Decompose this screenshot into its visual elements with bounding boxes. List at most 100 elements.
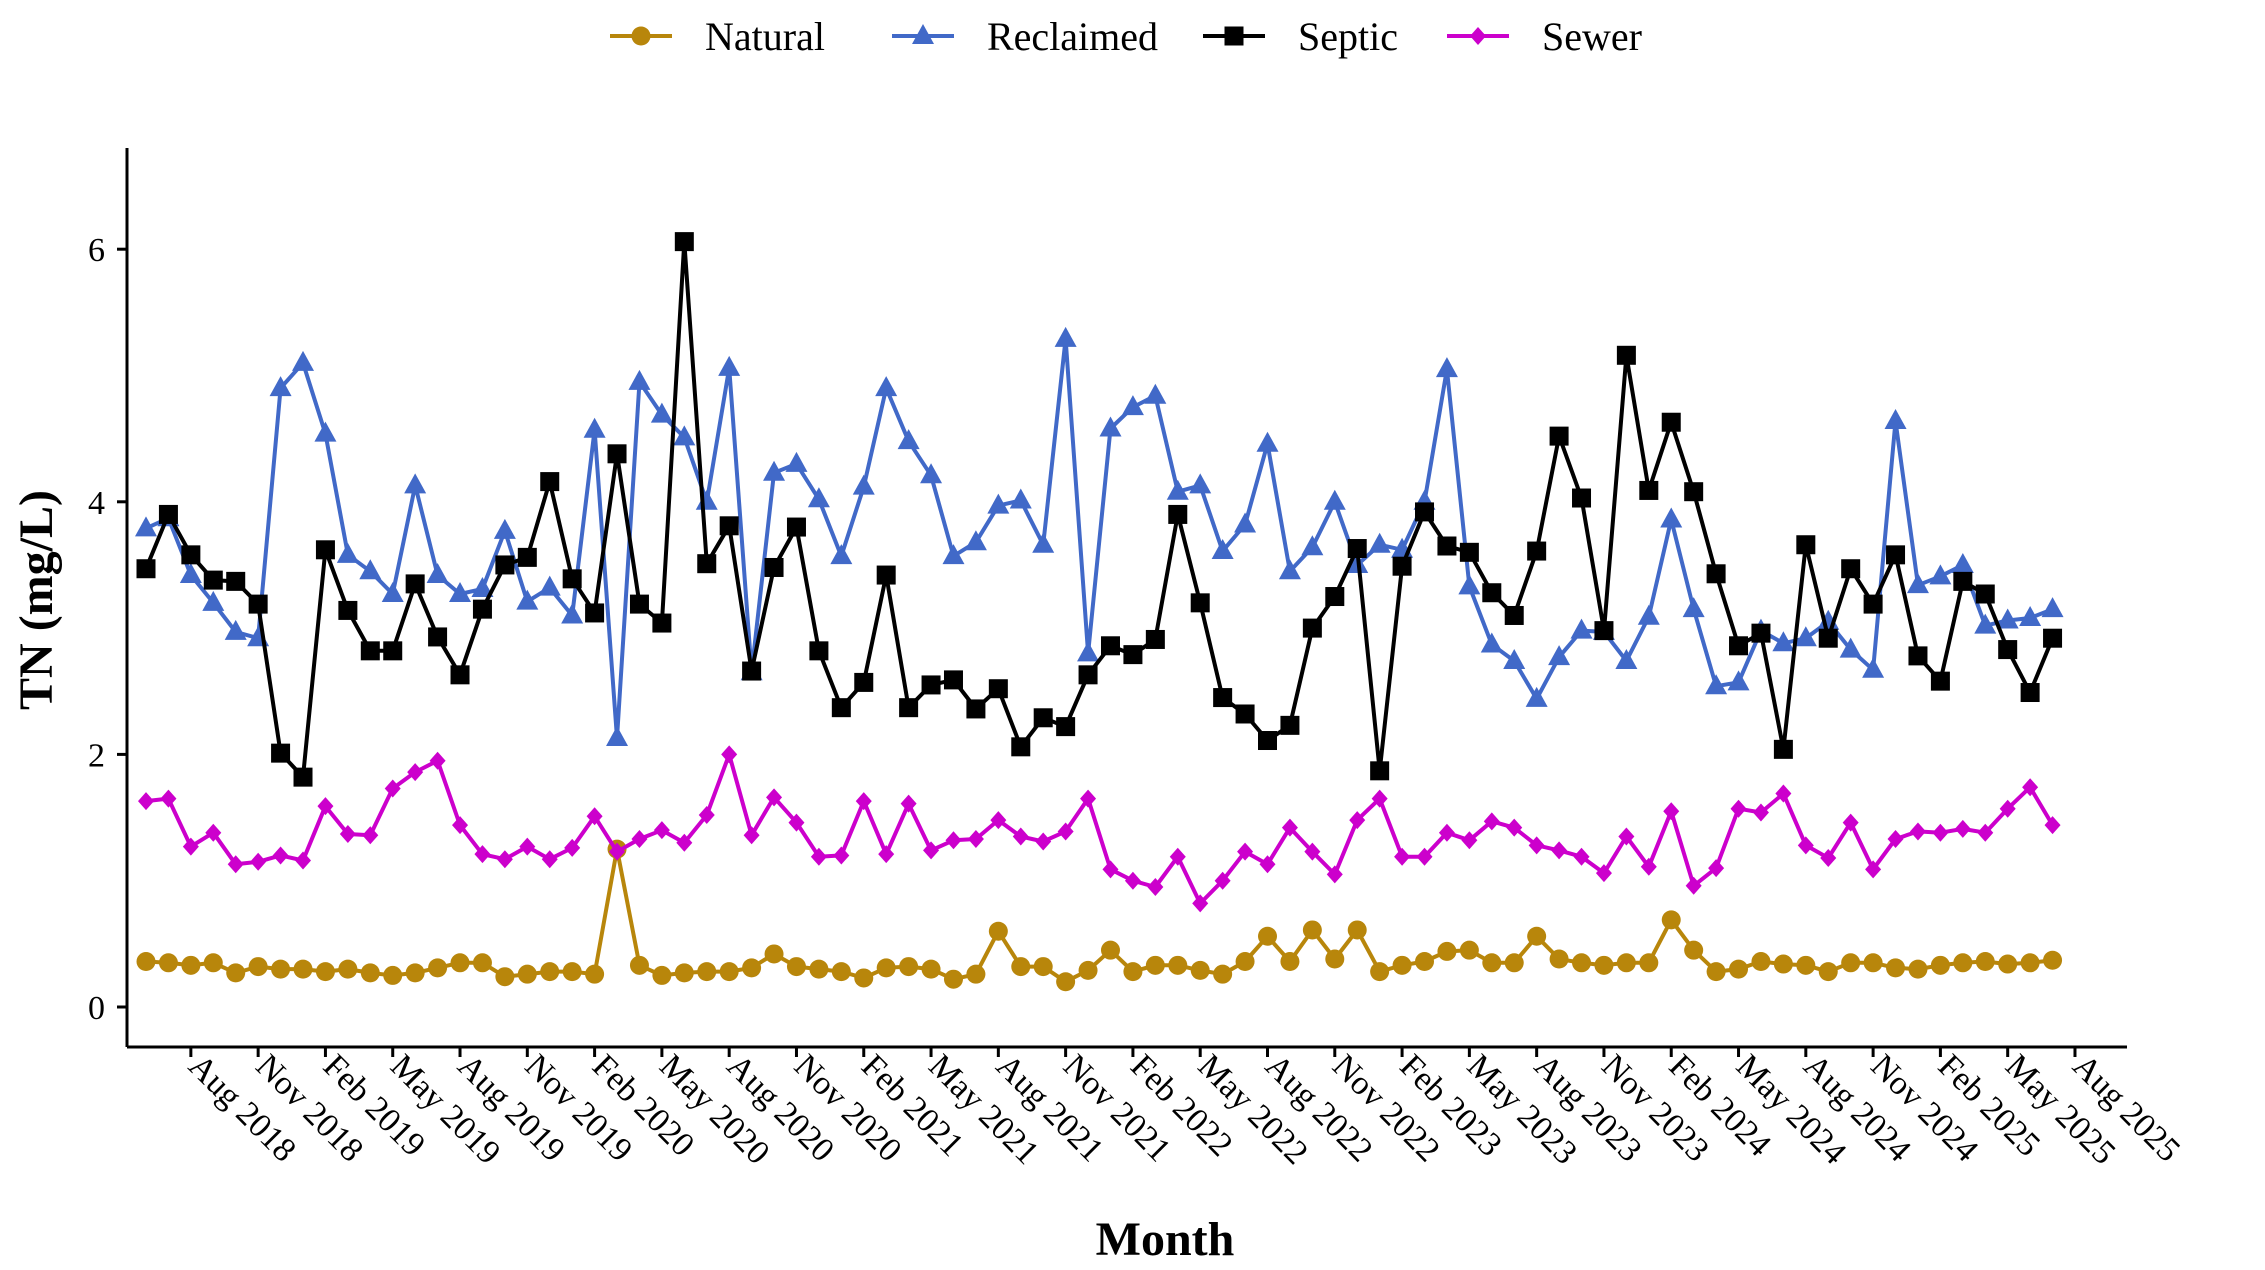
data-point-reclaimed [718, 355, 741, 376]
data-point-septic [1482, 583, 1502, 603]
data-point-sewer [1506, 818, 1523, 837]
axes [125, 148, 2127, 1049]
data-point-reclaimed [1121, 395, 1144, 416]
data-point-natural [1190, 960, 1210, 980]
data-point-sewer [631, 830, 648, 849]
data-point-natural [450, 953, 470, 973]
data-point-reclaimed [1839, 637, 1862, 658]
data-point-natural [1302, 920, 1322, 940]
data-point-sewer [1035, 832, 1052, 851]
data-point-septic [1325, 587, 1345, 607]
data-point-natural [876, 958, 896, 978]
data-point-sewer [519, 837, 536, 856]
data-point-septic [383, 641, 403, 661]
data-point-septic [1998, 640, 2018, 660]
data-point-septic [1078, 665, 1098, 685]
data-point-reclaimed [516, 589, 539, 610]
data-point-septic [1011, 737, 1031, 757]
data-point-natural [495, 967, 515, 987]
data-point-natural [1123, 962, 1143, 982]
data-point-reclaimed [1951, 552, 1974, 573]
data-point-sewer [878, 845, 895, 864]
data-point-sewer [496, 850, 513, 869]
data-point-septic [585, 603, 605, 623]
data-point-septic [1751, 623, 1771, 643]
data-point-natural [1056, 972, 1076, 992]
data-point-reclaimed [1637, 604, 1660, 625]
data-point-reclaimed [404, 473, 427, 494]
data-point-septic [831, 698, 851, 718]
data-point-natural [1325, 949, 1345, 969]
data-point-septic [428, 627, 448, 647]
data-point-sewer [250, 852, 267, 871]
data-point-natural [742, 958, 762, 978]
data-point-sewer [676, 833, 693, 852]
data-point-septic [1661, 412, 1681, 432]
data-point-septic [1729, 636, 1749, 656]
data-point-natural [360, 963, 380, 983]
legend-label-septic: Septic [1298, 14, 1398, 59]
data-point-natural [1258, 926, 1277, 946]
legend-marker-reclaimed [912, 24, 934, 44]
series-line-sewer [145, 752, 2055, 906]
data-point-natural [719, 962, 739, 982]
data-point-reclaimed [763, 460, 786, 481]
data-point-reclaimed [1077, 641, 1100, 662]
data-point-reclaimed [561, 603, 584, 624]
series-septic [136, 232, 2063, 787]
data-point-natural [899, 957, 919, 977]
data-point-septic [1796, 535, 1816, 555]
data-point-septic [988, 679, 1008, 699]
data-point-reclaimed [1974, 613, 1997, 634]
data-point-sewer [967, 830, 984, 849]
data-point-natural [1280, 952, 1300, 972]
data-point-reclaimed [1727, 670, 1750, 691]
data-point-septic [181, 545, 201, 565]
data-point-sewer [1797, 836, 1814, 855]
data-point-septic [315, 540, 335, 560]
data-point-reclaimed [1144, 383, 1167, 404]
data-point-natural [1145, 955, 1165, 975]
data-point-natural [1482, 953, 1502, 973]
data-point-sewer [1259, 855, 1276, 874]
data-point-natural [338, 959, 358, 979]
data-point-natural [1975, 952, 1995, 972]
data-point-natural [1235, 952, 1255, 972]
data-point-sewer [743, 826, 760, 845]
data-point-sewer [1842, 813, 1859, 832]
data-point-reclaimed [1862, 657, 1885, 678]
data-point-reclaimed [449, 581, 472, 602]
data-point-sewer [653, 821, 670, 840]
data-point-septic [1818, 628, 1838, 648]
data-point-septic [674, 232, 694, 252]
data-point-sewer [1775, 784, 1792, 803]
data-point-sewer [1618, 827, 1635, 846]
data-point-reclaimed [1301, 535, 1324, 556]
data-point-septic [1459, 542, 1479, 562]
data-point-natural [1459, 940, 1479, 960]
data-point-reclaimed [1548, 645, 1571, 666]
data-point-sewer [1551, 841, 1568, 860]
data-point-sewer [1371, 789, 1388, 808]
data-point-septic [562, 569, 582, 589]
data-point-natural [1661, 910, 1681, 930]
data-point-natural [2043, 950, 2063, 970]
data-point-septic [854, 672, 874, 692]
data-point-sewer [1730, 799, 1747, 818]
data-point-reclaimed [1368, 532, 1391, 553]
data-point-reclaimed [1615, 648, 1638, 669]
data-point-sewer [1573, 847, 1590, 866]
y-tick-label: 2 [88, 737, 105, 774]
data-point-septic [2043, 628, 2063, 648]
legend-label-natural: Natural [705, 14, 825, 59]
data-point-reclaimed [1032, 532, 1055, 553]
series-line-septic [144, 239, 2055, 780]
data-point-natural [472, 953, 492, 973]
data-point-sewer [1461, 831, 1478, 850]
legend-marker-natural [631, 26, 651, 46]
data-point-septic [1145, 629, 1165, 649]
data-point-reclaimed [2019, 605, 2042, 626]
data-point-natural [921, 959, 941, 979]
data-point-sewer [698, 806, 715, 825]
legend-item-septic: Septic [1203, 14, 1398, 59]
